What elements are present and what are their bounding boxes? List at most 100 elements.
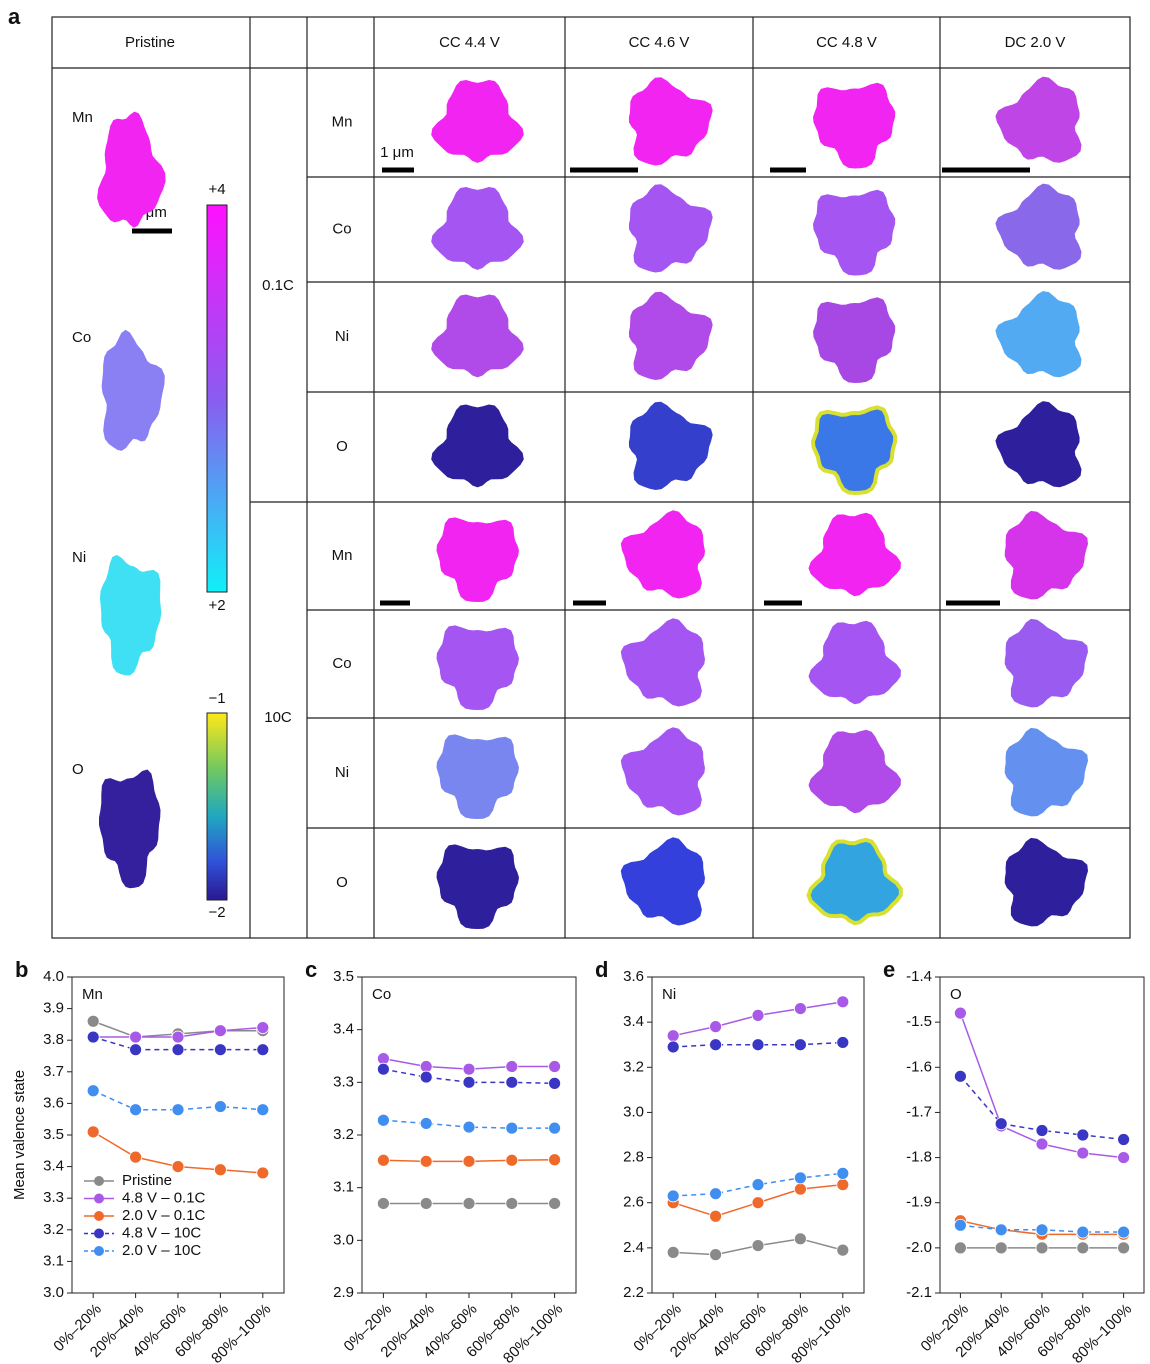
data-point: [129, 1043, 143, 1057]
chart-title: Mn: [82, 986, 103, 1003]
data-point: [836, 1178, 850, 1192]
y-tick-label: 3.4: [333, 1021, 354, 1038]
data-point: [709, 1248, 722, 1262]
legend-label: 4.8 V – 10C: [122, 1224, 201, 1241]
data-point: [505, 1153, 519, 1167]
data-point: [505, 1060, 519, 1073]
data-point: [836, 1243, 850, 1257]
data-point: [751, 1239, 765, 1252]
y-tick-label: 3.0: [333, 1231, 354, 1248]
y-tick-label: 2.9: [333, 1284, 354, 1301]
data-point: [505, 1121, 519, 1135]
data-point: [129, 1103, 143, 1117]
y-tick-label: 2.8: [623, 1149, 644, 1166]
data-point: [419, 1070, 433, 1084]
y-tick-label: -1.6: [906, 1058, 932, 1075]
legend-label: 2.0 V – 10C: [122, 1242, 201, 1259]
y-tick-label: 3.2: [623, 1058, 644, 1075]
series-line: [92, 1090, 263, 1111]
particle-map: [995, 76, 1082, 163]
particle-map: [1004, 510, 1088, 600]
y-tick-label: 3.3: [333, 1073, 354, 1090]
rate-label: 10C: [264, 709, 292, 726]
data-point: [1117, 1241, 1130, 1255]
data-point: [505, 1075, 519, 1089]
data-point: [171, 1160, 185, 1173]
particle-map: [628, 401, 713, 490]
chart-title: Co: [372, 986, 391, 1003]
data-point: [1076, 1128, 1090, 1142]
legend-marker: [94, 1193, 104, 1204]
data-point: [751, 1038, 765, 1052]
data-point: [171, 1043, 185, 1057]
element-label: Ni: [335, 764, 349, 781]
panel-label: e: [883, 957, 895, 982]
legend-label: 4.8 V – 0.1C: [122, 1189, 206, 1206]
scale-bar-label: 1 μm: [380, 144, 414, 161]
particle-map: [628, 184, 713, 273]
data-point: [1035, 1124, 1049, 1137]
data-point: [794, 1171, 807, 1185]
particle-map: [620, 727, 705, 816]
y-tick-label: -2.0: [906, 1239, 932, 1256]
data-point: [1076, 1241, 1090, 1255]
colorbar: [206, 204, 228, 593]
data-point: [213, 1043, 227, 1057]
data-point: [709, 1187, 722, 1201]
legend-marker: [94, 1228, 104, 1239]
particle-map: [620, 837, 705, 926]
panel-label: a: [8, 4, 21, 29]
y-tick-label: 3.1: [333, 1179, 354, 1196]
particle-map: [808, 512, 901, 597]
data-point: [213, 1163, 227, 1177]
particle-map: [100, 554, 162, 676]
y-tick-label: 4.0: [43, 968, 64, 985]
particle-map: [813, 82, 896, 169]
particle-map: [1004, 837, 1088, 927]
data-point: [1117, 1133, 1130, 1146]
particle-map: [620, 510, 705, 599]
particle-map: [436, 517, 519, 602]
data-point: [709, 1038, 722, 1052]
column-header: Pristine: [125, 34, 175, 51]
y-tick-label: 3.0: [43, 1284, 64, 1301]
particle-map: [808, 620, 901, 705]
chart-title: O: [950, 986, 962, 1003]
data-point: [548, 1153, 561, 1167]
particle-map: [813, 189, 896, 276]
particle-map: [813, 297, 896, 383]
data-point: [129, 1030, 143, 1044]
data-point: [1035, 1223, 1049, 1237]
colorbar: [206, 712, 228, 901]
y-tick-label: 3.9: [43, 1000, 64, 1017]
element-label: Ni: [335, 328, 349, 345]
legend-label: 2.0 V – 0.1C: [122, 1207, 206, 1224]
particle-map: [99, 769, 161, 889]
data-point: [751, 1196, 765, 1210]
data-point: [1117, 1151, 1130, 1164]
column-header: CC 4.8 V: [816, 34, 877, 51]
panel-label: d: [595, 957, 608, 982]
element-label: O: [336, 874, 348, 891]
data-point: [1035, 1137, 1049, 1151]
element-label: Co: [72, 329, 91, 346]
y-tick-label: -1.4: [906, 968, 932, 985]
particle-map: [431, 404, 524, 488]
panel-label: b: [15, 957, 28, 982]
y-tick-label: 3.6: [43, 1094, 64, 1111]
y-tick-label: 2.6: [623, 1194, 644, 1211]
particle-map: [436, 734, 519, 819]
particle-map: [806, 837, 903, 926]
data-point: [1117, 1225, 1130, 1239]
data-point: [794, 1002, 807, 1015]
particle-map: [436, 625, 519, 710]
legend-marker: [94, 1246, 104, 1256]
data-point: [376, 1153, 390, 1167]
data-point: [794, 1038, 807, 1052]
element-label: Mn: [72, 109, 93, 126]
data-point: [548, 1060, 561, 1073]
particle-map: [1004, 618, 1088, 708]
element-label: O: [72, 761, 84, 778]
data-point: [213, 1024, 227, 1038]
